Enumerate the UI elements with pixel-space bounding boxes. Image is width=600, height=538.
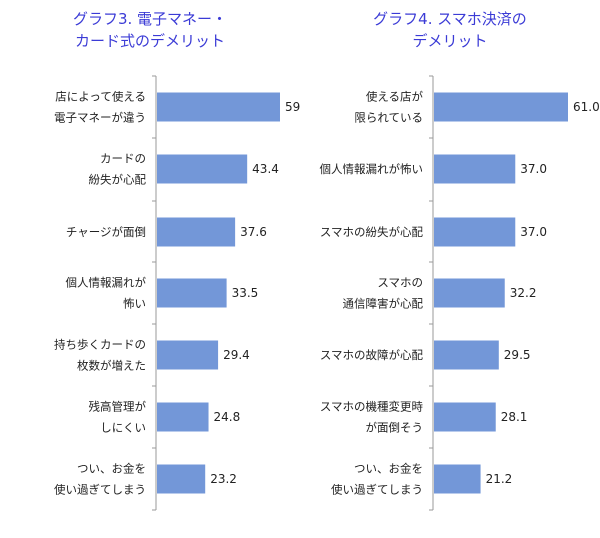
data-label: 24.8 (214, 410, 241, 424)
bar (157, 464, 206, 494)
category-label: チャージが面倒 (66, 225, 146, 239)
category-label: つい、お金を (354, 462, 423, 476)
bar (434, 402, 496, 432)
category-label: スマホの故障が心配 (320, 348, 424, 362)
category-label: 残高管理が (89, 400, 147, 414)
category-label: 使い過ぎてしまう (331, 483, 423, 497)
bar (434, 340, 499, 370)
category-label: 紛失が心配 (89, 173, 147, 187)
bar (434, 278, 505, 308)
category-label: しにくい (100, 421, 146, 435)
category-label: スマホの機種変更時 (320, 400, 424, 414)
chart-left: グラフ3. 電子マネー・ カード式のデメリット 59.2 店によって使える電子マネ… (0, 8, 300, 511)
bar (434, 154, 516, 184)
data-label: 28.1 (501, 410, 528, 424)
bar (434, 217, 516, 247)
category-label: スマホの (377, 276, 423, 290)
data-label: 43.4 (252, 162, 279, 176)
data-label: 21.2 (486, 472, 513, 486)
category-label: が面倒そう (366, 421, 424, 435)
category-label: 個人情報漏れが怖い (320, 162, 424, 176)
bar (157, 154, 248, 184)
category-label: 電子マネーが違う (54, 111, 146, 125)
category-label: 持ち歩くカードの (54, 338, 146, 352)
bar (157, 402, 209, 432)
data-label: 29.5 (504, 348, 531, 362)
bar (157, 278, 227, 308)
category-label: 店によって使える (55, 90, 146, 104)
category-label: 通信障害が心配 (343, 297, 424, 311)
category-label: 限られている (354, 111, 423, 125)
chart-title-line-2: カード式のデメリット (74, 32, 225, 50)
chart-title-line-1: グラフ3. 電子マネー・ (72, 10, 228, 28)
chart-right: グラフ4. スマホ決済の デメリット 61.0 使える店が限られている 37.0 個人… (300, 0, 600, 538)
category-label: 使える店が (366, 90, 424, 104)
chart-title-line-2: デメリット (412, 32, 488, 50)
data-label: 23.2 (210, 472, 237, 486)
data-label: 37.0 (520, 225, 547, 239)
chart-title: グラフ4. スマホ決済の デメリット (300, 8, 600, 52)
category-label: つい、お金を (77, 462, 146, 476)
chart-title-line-1: グラフ4. スマホ決済の (373, 10, 527, 28)
bar (157, 340, 219, 370)
bar (157, 92, 280, 122)
data-label: 59.2 (285, 100, 300, 114)
category-label: 使い過ぎてしまう (54, 483, 146, 497)
bar (157, 217, 236, 247)
bar (434, 92, 568, 122)
data-label: 37.6 (240, 225, 267, 239)
chart-title: グラフ3. 電子マネー・ カード式のデメリット (0, 8, 300, 52)
category-label: スマホの紛失が心配 (320, 225, 424, 239)
category-label: カードの (100, 152, 146, 166)
category-label: 怖い (123, 297, 146, 311)
data-label: 32.2 (510, 286, 537, 300)
data-label: 61.0 (573, 100, 600, 114)
data-label: 37.0 (520, 162, 547, 176)
data-label: 33.5 (232, 286, 259, 300)
bar (434, 464, 481, 494)
category-label: 個人情報漏れが (66, 276, 147, 290)
category-label: 枚数が増えた (77, 359, 146, 373)
data-label: 29.4 (223, 348, 250, 362)
